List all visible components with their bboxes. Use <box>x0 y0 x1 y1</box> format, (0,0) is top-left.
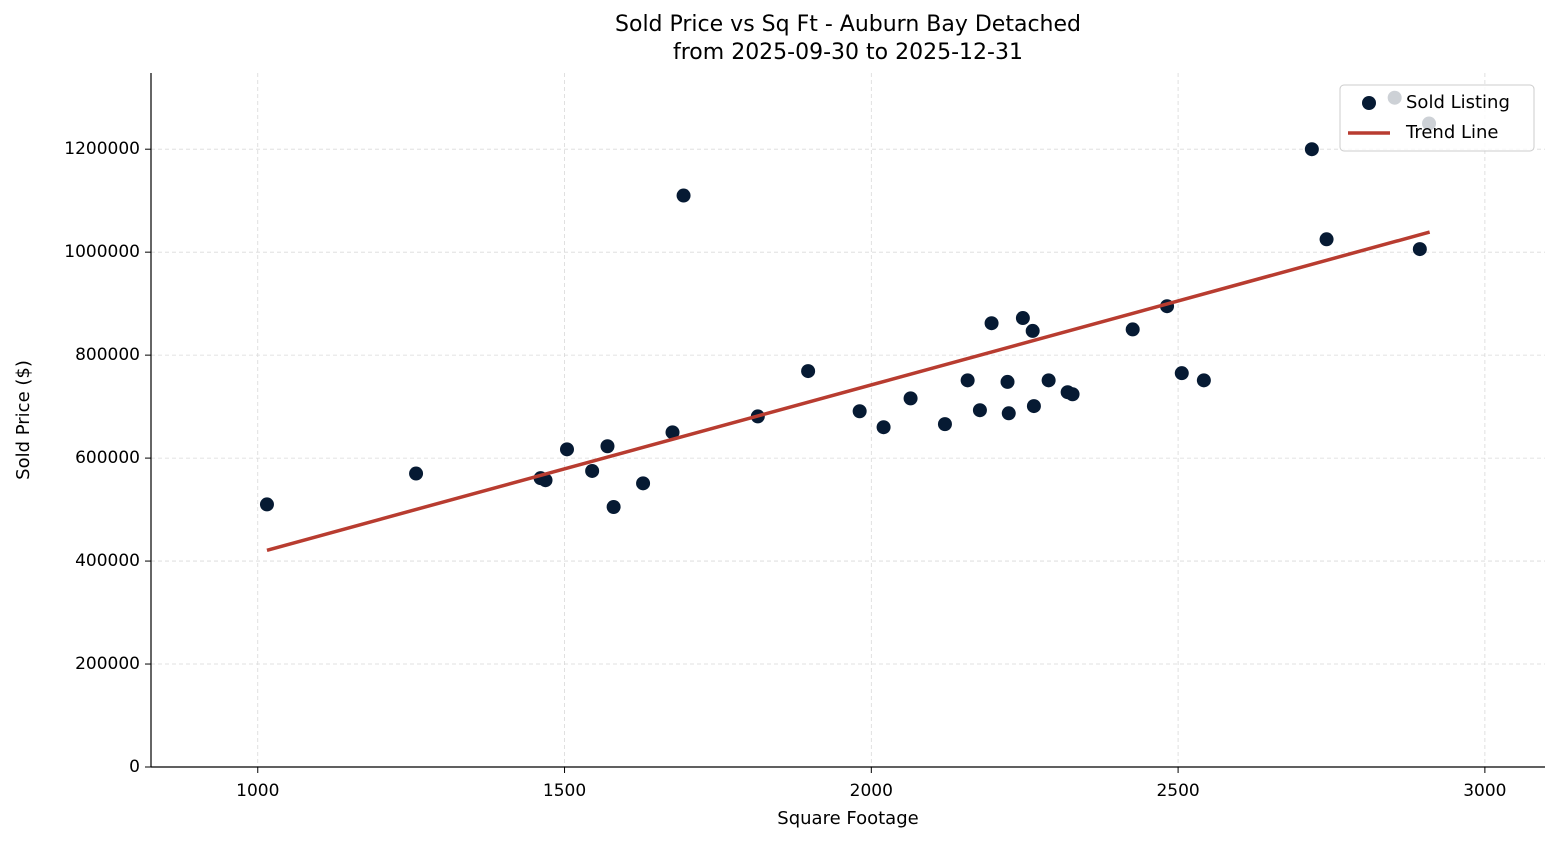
legend: Sold Listing Trend Line <box>1339 84 1535 152</box>
data-point <box>1001 406 1016 421</box>
chart-subtitle: from 2025-09-30 to 2025-12-31 <box>673 40 1023 65</box>
data-point <box>665 425 680 440</box>
data-point <box>972 403 987 418</box>
y-tick-label: 800000 <box>75 345 140 365</box>
data-point <box>1174 366 1189 381</box>
y-tick-label: 400000 <box>75 551 140 571</box>
data-point <box>1125 322 1140 337</box>
x-tick-label: 1500 <box>543 781 586 801</box>
data-point <box>585 463 600 478</box>
y-tick-label: 600000 <box>75 448 140 468</box>
trend-line <box>266 230 1431 552</box>
y-tick-label: 0 <box>129 757 140 777</box>
data-point <box>1196 373 1211 388</box>
data-point <box>960 373 975 388</box>
data-point <box>559 442 574 457</box>
data-point <box>1319 232 1334 247</box>
data-point <box>1026 399 1041 414</box>
data-point <box>600 439 615 454</box>
data-point <box>1041 373 1056 388</box>
data-point <box>1412 242 1427 257</box>
x-tick-label: 3000 <box>1463 781 1506 801</box>
data-point <box>409 466 424 481</box>
x-tick-label: 2500 <box>1156 781 1199 801</box>
legend-marker <box>1362 96 1376 110</box>
data-point <box>636 476 651 491</box>
data-point <box>903 391 918 406</box>
data-point <box>1025 323 1040 338</box>
data-point <box>606 500 621 515</box>
x-tick-label: 2000 <box>850 781 893 801</box>
data-point <box>852 404 867 419</box>
chart-title: Sold Price vs Sq Ft - Auburn Bay Detache… <box>615 12 1081 37</box>
data-point <box>801 364 816 379</box>
data-point <box>1000 374 1015 389</box>
y-tick-label: 1200000 <box>64 139 140 159</box>
legend-label: Sold Listing <box>1406 92 1510 113</box>
data-point <box>937 417 952 432</box>
data-point <box>1015 311 1030 326</box>
data-point <box>1065 387 1080 402</box>
y-axis-label: Sold Price ($) <box>13 360 34 480</box>
y-tick-label: 1000000 <box>64 242 140 262</box>
x-axis-label: Square Footage <box>777 808 918 829</box>
legend-label: Trend Line <box>1405 122 1499 143</box>
data-point <box>1304 142 1319 157</box>
data-point <box>876 420 891 435</box>
data-point <box>984 316 999 331</box>
y-tick-label: 200000 <box>75 654 140 674</box>
data-point <box>676 188 691 203</box>
x-tick-label: 1000 <box>236 781 279 801</box>
data-point <box>259 497 274 512</box>
